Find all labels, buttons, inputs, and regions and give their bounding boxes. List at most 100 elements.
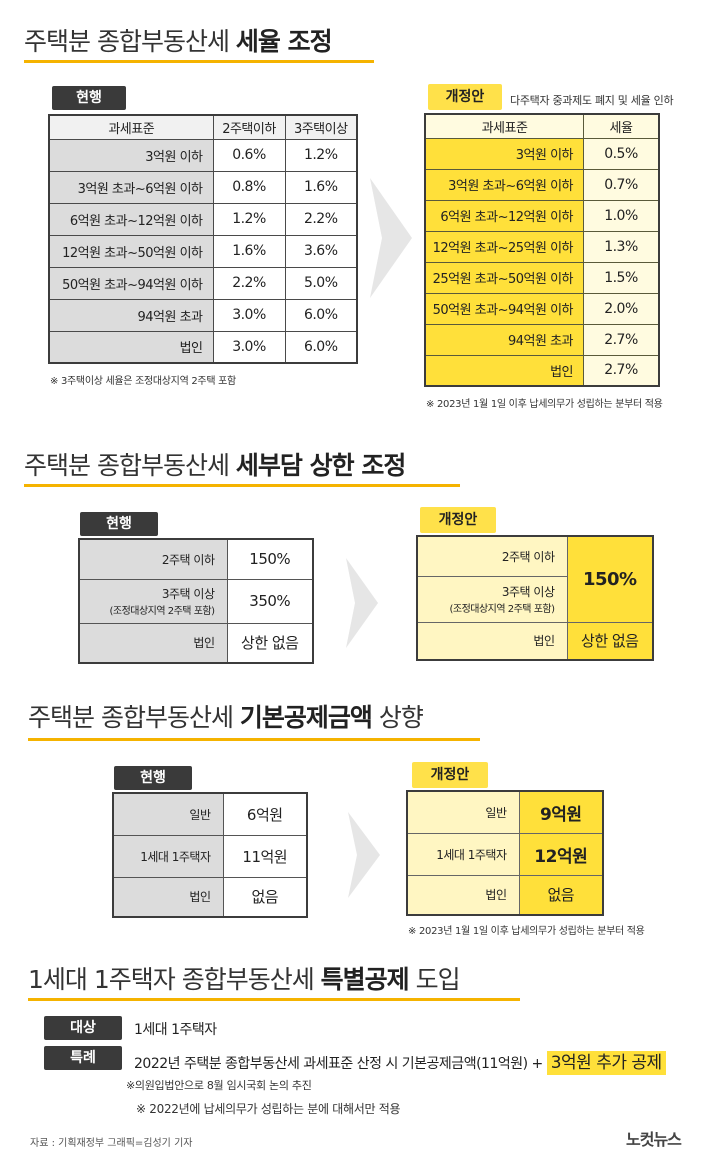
table-cell: 5.0% [284, 266, 358, 300]
table-cell: 1세대 1주택자 [406, 832, 520, 876]
section3-proposal-label: 개정안 [412, 762, 488, 788]
section4-note1: ※의원입법안으로 8월 임시국회 논의 추진 [126, 1079, 312, 1092]
table-row: 94억원 초과 2.7% [424, 323, 660, 356]
table-cell: 상한 없음 [226, 622, 314, 664]
chevron-right-icon [346, 558, 378, 648]
table-cell: 3억원 이하 [48, 138, 214, 172]
table-cell: 법인 [48, 330, 214, 364]
table-row: 3주택 이상 (조정대상지역 2주택 포함) [416, 575, 653, 623]
table-cell: 1.2% [212, 202, 286, 236]
table-cell: 2.7% [583, 354, 660, 387]
table-header: 과세표준 [48, 114, 214, 140]
table-cell: 350% [226, 578, 314, 624]
table-cell: 50억원 초과~94억원 이하 [48, 266, 214, 300]
section1-proposal-desc: 다주택자 중과제도 폐지 및 세율 인하 [510, 94, 674, 107]
table-cell: 2.7% [583, 323, 660, 356]
section3-title: 주택분 종합부동산세 기본공제금액 상향 [28, 698, 424, 734]
section3-title-tail: 상향 [371, 703, 424, 732]
table-row: 2주택 이하 150% [416, 535, 654, 623]
section2-current-table: 2주택 이하 150% 3주택 이상 (조정대상지역 2주택 포함) 350% … [78, 538, 314, 664]
table-row: 12억원 초과~25억원 이하 1.3% [424, 230, 660, 263]
table-row: 1세대 1주택자 11억원 [112, 834, 308, 878]
table-cell: 법인 [416, 621, 568, 661]
table-row: 3주택 이상 (조정대상지역 2주택 포함) 350% [78, 578, 314, 624]
table-row: 3억원 이하 0.5% [424, 137, 660, 170]
table-cell: 2주택 이하 [78, 538, 228, 580]
table-cell: 2주택 이하 [416, 535, 568, 577]
row-label: 3주택 이상 [161, 587, 215, 601]
section4-target-value: 1세대 1주택자 [134, 1022, 217, 1038]
table-row: 50억원 초과~94억원 이하 2.0% [424, 292, 660, 325]
section2-current-label: 현행 [80, 512, 158, 536]
table-cell: 0.8% [212, 170, 286, 204]
table-cell: 6.0% [284, 298, 358, 332]
table-row: 법인 2.7% [424, 354, 660, 387]
table-cell: 11억원 [222, 834, 308, 878]
table-cell: 1.3% [583, 230, 660, 263]
section4-special-label: 특례 [44, 1046, 122, 1070]
table-row: 법인 3.0% 6.0% [48, 330, 358, 364]
table-cell: 1.0% [583, 199, 660, 232]
section4-target-label: 대상 [44, 1016, 122, 1040]
row-sublabel: (조정대상지역 2주택 포함) [449, 604, 555, 615]
section4-special-highlight: 3억원 추가 공제 [546, 1051, 666, 1075]
table-cell: 1.5% [583, 261, 660, 294]
table-cell: 3억원 초과~6억원 이하 [424, 168, 584, 201]
section3-proposal-note: ※ 2023년 1월 1일 이후 납세의무가 성립하는 분부터 적용 [408, 926, 645, 937]
table-cell: 없음 [518, 874, 604, 916]
section2-title-bold: 세부담 상한 조정 [235, 451, 406, 480]
table-cell: 3억원 초과~6억원 이하 [48, 170, 214, 204]
table-cell: 3주택 이상 (조정대상지역 2주택 포함) [78, 578, 228, 624]
table-cell: 6억원 초과~12억원 이하 [424, 199, 584, 232]
table-cell: 3.6% [284, 234, 358, 268]
section1-title-plain: 주택분 종합부동산세 [24, 27, 236, 56]
section4-title-bold: 특별공제 [320, 965, 410, 994]
table-row: 12억원 초과~50억원 이하 1.6% 3.6% [48, 234, 358, 268]
section3-title-bold: 기본공제금액 [239, 703, 373, 732]
table-cell: 법인 [78, 622, 228, 664]
section1-current-label: 현행 [52, 86, 126, 110]
row-label: 3주택 이상 [501, 585, 555, 599]
table-cell: 94억원 초과 [424, 323, 584, 356]
table-row: 25억원 초과~50억원 이하 1.5% [424, 261, 660, 294]
table-row: 50억원 초과~94억원 이하 2.2% 5.0% [48, 266, 358, 300]
section4-title-tail: 도입 [408, 965, 461, 994]
table-cell: 3억원 이하 [424, 137, 584, 170]
section1-underline [24, 60, 374, 63]
table-row: 6억원 초과~12억원 이하 1.0% [424, 199, 660, 232]
section4-title-plain: 1세대 1주택자 종합부동산세 [28, 965, 321, 994]
section4-note2: ※ 2022년에 납세의무가 성립하는 분에 대해서만 적용 [136, 1102, 401, 1116]
table-header: 세율 [583, 113, 660, 139]
table-row: 법인 없음 [112, 876, 308, 918]
table-row: 6억원 초과~12억원 이하 1.2% 2.2% [48, 202, 358, 236]
section2-underline [24, 484, 460, 487]
row-sublabel: (조정대상지역 2주택 포함) [109, 606, 215, 617]
table-row: 법인 상한 없음 [78, 622, 314, 664]
table-cell: 6억원 초과~12억원 이하 [48, 202, 214, 236]
table-cell: 1세대 1주택자 [112, 834, 224, 878]
table-cell: 일반 [112, 792, 224, 836]
merged-value-cell: 150% [566, 535, 654, 623]
table-header: 3주택이상 [284, 114, 358, 140]
table-row: 법인 없음 [406, 874, 604, 916]
table-row: 법인 상한 없음 [416, 621, 654, 661]
section3-proposal-table: 일반 9억원 1세대 1주택자 12억원 법인 없음 [406, 790, 604, 916]
table-row: 3억원 이하 0.6% 1.2% [48, 138, 358, 172]
table-cell: 법인 [406, 874, 520, 916]
table-cell: 2.2% [284, 202, 358, 236]
table-cell: 150% [226, 538, 314, 580]
section4-underline [28, 998, 520, 1001]
table-cell: 25억원 초과~50억원 이하 [424, 261, 584, 294]
table-cell: 3.0% [212, 330, 286, 364]
table-cell: 2.2% [212, 266, 286, 300]
table-cell: 9억원 [518, 790, 604, 834]
table-cell: 없음 [222, 876, 308, 918]
table-row: 일반 9억원 [406, 790, 604, 834]
section3-current-table: 일반 6억원 1세대 1주택자 11억원 법인 없음 [112, 792, 308, 918]
footer-source: 자료 : 기획재정부 그래픽=김성기 기자 [30, 1138, 193, 1149]
section3-underline [28, 738, 480, 741]
table-cell: 12억원 초과~25억원 이하 [424, 230, 584, 263]
table-cell: 0.7% [583, 168, 660, 201]
section4-special-text: 2022년 주택분 종합부동산세 과세표준 산정 시 기본공제금액(11억원) … [134, 1056, 547, 1072]
section3-current-label: 현행 [114, 766, 192, 790]
